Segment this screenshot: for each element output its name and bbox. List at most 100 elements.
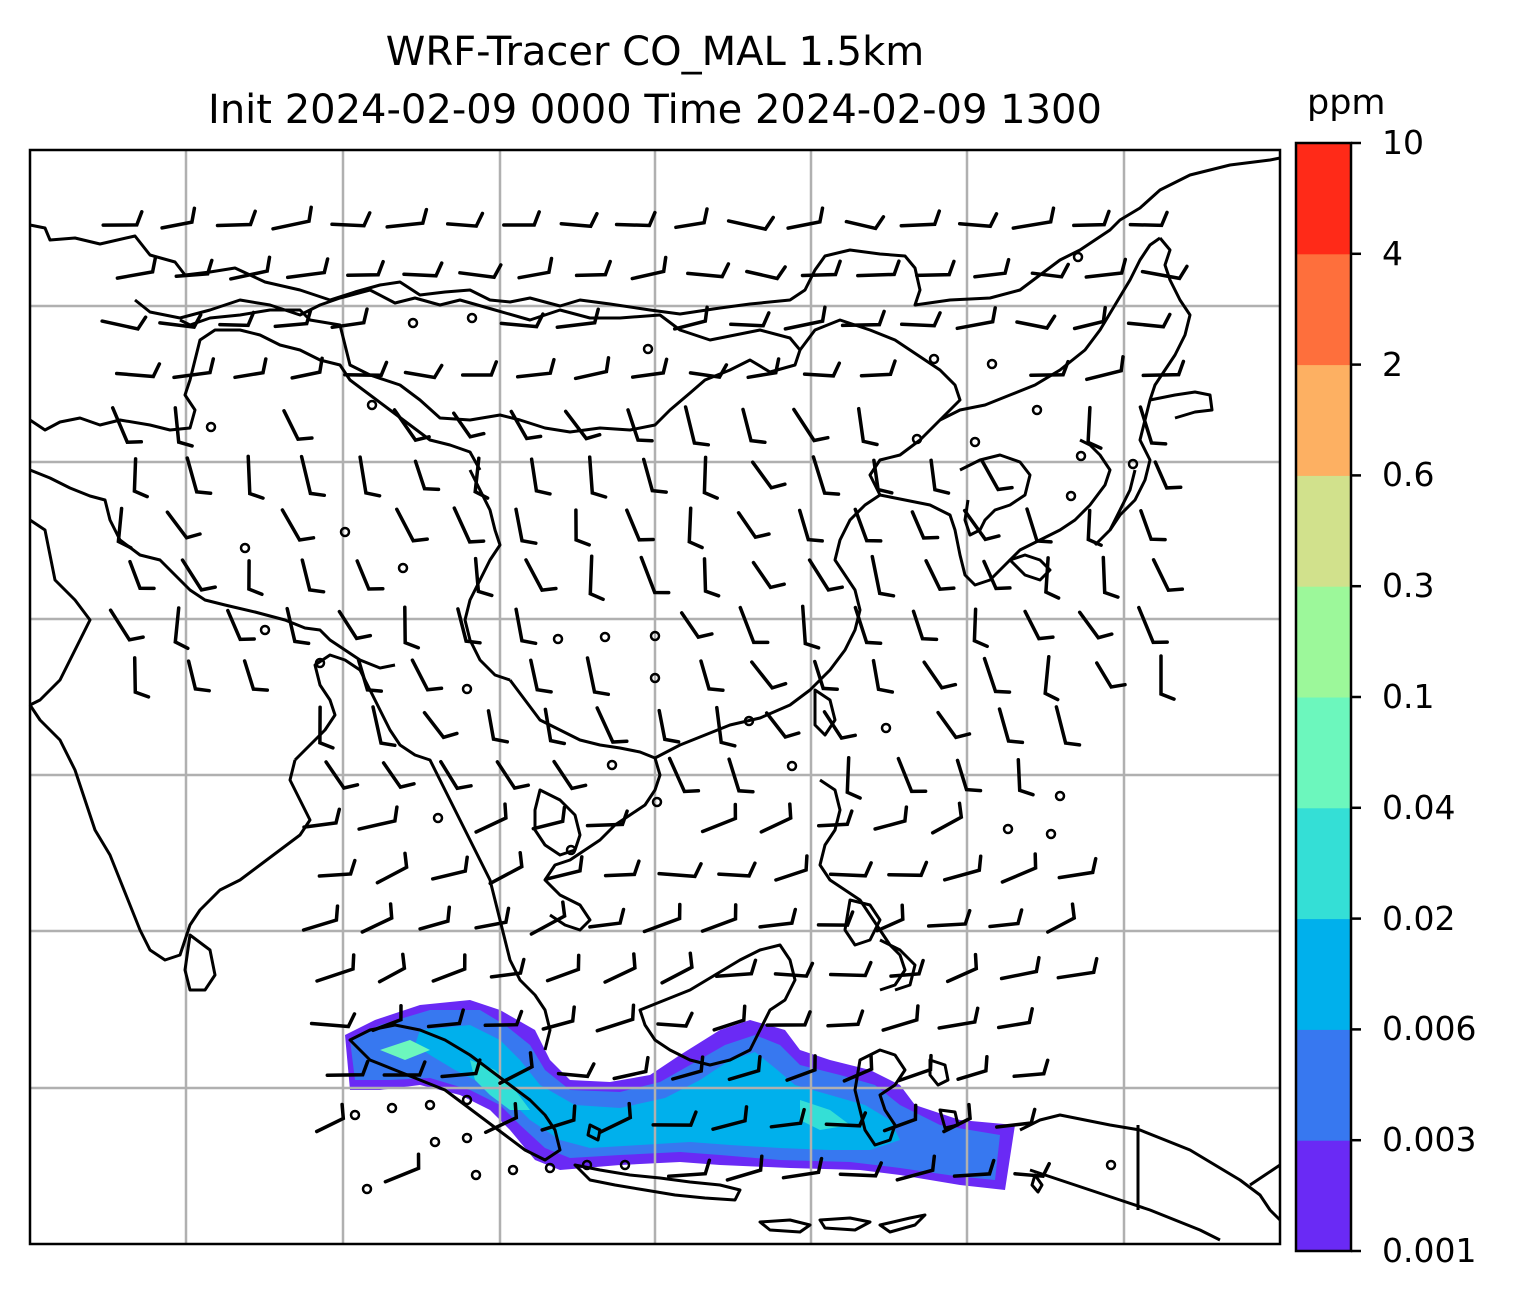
wind-barb [641,457,668,494]
wind-barb [173,406,194,448]
wind-barb [603,859,641,878]
wind-barb [574,508,591,547]
wind-barb [781,1156,824,1180]
wind-barb [856,406,879,447]
wind-barb [541,1005,576,1031]
wind-barb [290,356,324,380]
wind-barb [1043,654,1060,702]
wind-barb [882,1103,918,1133]
wind-barb [603,952,637,984]
wind-barb [1072,209,1111,228]
wind-barb [657,862,703,879]
wind-barb [299,454,327,498]
wind-barb [309,1012,357,1029]
calm-wind-marker [339,526,351,538]
wind-barb [813,659,839,692]
wind-barb [1138,405,1168,446]
wind-barb [1046,902,1077,934]
calm-wind-marker [743,715,755,727]
wind-barb [371,705,397,748]
wind-barb [1012,1058,1050,1079]
wind-barb [1086,405,1103,450]
wind-barb [116,506,133,550]
wind-barb [1095,661,1127,689]
wind-barb [936,710,972,740]
wind-barb [430,855,469,881]
colorbar-tick-label: 0.04 [1382,787,1456,827]
calm-wind-marker [599,631,611,643]
wind-barb [544,855,584,881]
wind-barb [1084,257,1128,279]
wind-barb [922,660,958,690]
wind-barb [828,960,873,978]
wind-barb [1044,556,1061,600]
wind-barb [325,1059,370,1077]
wind-barb [529,457,552,496]
wind-barb [614,210,657,228]
wind-barb [452,506,486,544]
wind-barbs [100,205,1189,1195]
wind-barb [873,805,909,831]
wind-barb [871,658,895,694]
wind-barb [1139,509,1167,542]
calm-wind-marker [386,1102,398,1114]
wind-barb [872,458,894,495]
calm-wind-marker [361,1183,373,1195]
wind-barb [343,360,389,378]
wind-barb [783,305,827,331]
colorbar-segment [1296,1029,1351,1141]
wind-barb [1072,305,1107,331]
wind-barb [395,507,429,543]
wind-barb [750,660,788,690]
wind-barb [687,506,704,550]
wind-barb [952,1158,996,1178]
wind-barb [660,951,694,985]
wind-barb [1101,555,1120,599]
wind-barb [715,705,737,748]
calm-wind-marker [928,353,940,365]
wind-barb [875,903,905,933]
wind-barb [1140,264,1189,281]
calm-wind-marker [507,1164,519,1176]
wind-barb [559,211,599,229]
wind-barb [1013,1161,1051,1179]
wind-barb [802,361,842,378]
wind-barb [273,308,313,329]
wind-barb [285,257,330,280]
calm-wind-marker [1075,450,1087,462]
wind-barb [403,363,444,380]
wind-barb [769,1107,806,1129]
wind-barb [937,1006,980,1030]
wind-barb [524,558,558,592]
colorbar-segment [1296,143,1351,255]
wind-barb [515,357,556,379]
map-panel [28,148,1282,1246]
wind-barb [1011,206,1056,230]
wind-barb [100,315,148,331]
wind-barb [1077,610,1114,640]
wind-barb [826,1009,865,1028]
wind-barb [282,409,314,442]
wind-barb [745,265,787,281]
wind-barb [165,510,202,540]
wind-barb [667,756,701,794]
colorbar-unit-label: ppm [1307,83,1386,123]
wind-barb [800,604,821,650]
wind-barb [988,908,1024,929]
wind-barb [915,259,956,278]
wind-barb [246,454,265,500]
wind-barb [625,508,655,542]
wind-barb [302,807,342,829]
wind-barb [517,256,554,280]
wind-barb [452,411,486,439]
wind-barb [700,802,738,834]
wind-barb [585,656,611,697]
wind-barb [489,957,526,979]
wind-barb [844,215,886,231]
calm-wind-marker [407,317,419,329]
wind-barb [956,1055,989,1081]
wind-barb [807,558,844,592]
wind-barb [1128,210,1169,228]
wind-barb [688,363,729,380]
